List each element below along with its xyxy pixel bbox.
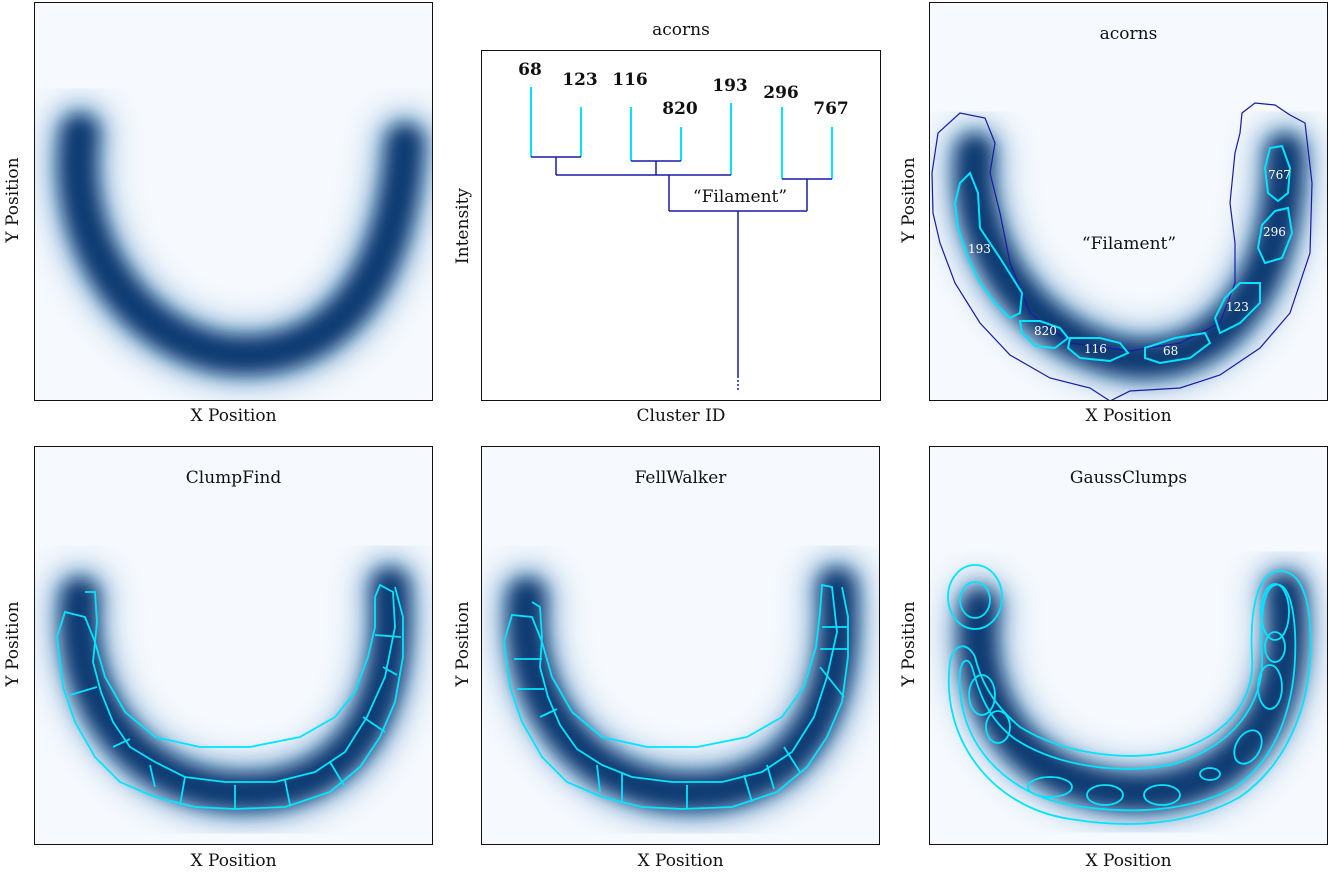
clump-820 xyxy=(1018,320,1070,350)
clumpfind-frame xyxy=(34,446,433,845)
clump-68 xyxy=(1144,331,1212,365)
clump-123 xyxy=(1213,282,1261,335)
acorns-map-title: acorns xyxy=(1099,24,1158,44)
gauss-clump-11 xyxy=(1027,776,1073,798)
acorns-clumps xyxy=(953,144,1294,365)
y-axis-label: Y Position xyxy=(3,157,23,243)
gauss-clump-10 xyxy=(1257,664,1283,710)
dendrogram-branches xyxy=(531,156,832,391)
clump-116 xyxy=(1066,337,1130,363)
leaf-label-116: 116 xyxy=(612,70,648,90)
gauss-mid-contour xyxy=(958,583,1297,812)
leaf-label-767: 767 xyxy=(813,99,849,119)
gauss-clump-8 xyxy=(1199,767,1221,781)
gauss-clump-1-inner xyxy=(959,581,991,619)
acorns-clump-labels: 193 767 296 123 820 116 68 xyxy=(968,168,1291,358)
gaussclumps-ring xyxy=(957,572,1307,813)
density-map-frame xyxy=(34,2,433,401)
dendrogram-plot xyxy=(530,87,833,391)
acorns-map-frame: 193 767 296 123 820 116 68 xyxy=(929,2,1328,401)
gauss-clump-9 xyxy=(1233,729,1263,765)
gaussclumps-frame xyxy=(929,446,1328,845)
fellwalker-plot xyxy=(491,552,873,828)
x-axis-label: X Position xyxy=(190,406,277,426)
gaussclumps-contours xyxy=(947,564,1312,825)
gauss-clump-3 xyxy=(1264,631,1286,663)
leaf-label-820: 820 xyxy=(662,99,698,119)
dendrogram-leaves xyxy=(530,87,833,179)
clump-label-116: 116 xyxy=(1084,342,1107,356)
clump-193 xyxy=(953,171,1024,320)
fellwalker-boundaries xyxy=(503,583,849,810)
clumpfind-outline xyxy=(56,583,404,810)
leaf-label-68: 68 xyxy=(518,60,542,80)
clumpfind-x-label: X Position xyxy=(190,851,277,871)
gaussclumps-plot xyxy=(942,557,1322,828)
clumpfind-plot xyxy=(44,552,426,828)
dendrogram-title: acorns xyxy=(652,20,710,40)
clump-label-123: 123 xyxy=(1226,300,1249,314)
fellwalker-frame xyxy=(481,446,880,845)
clump-label-193: 193 xyxy=(968,242,991,256)
gaussclumps-title: GaussClumps xyxy=(1069,468,1188,488)
clump-label-820: 820 xyxy=(1034,324,1057,338)
clump-label-68: 68 xyxy=(1163,344,1178,358)
clump-767 xyxy=(1263,144,1292,203)
gauss-clump-1 xyxy=(947,564,1003,630)
fellwalker-x-label: X Position xyxy=(637,851,724,871)
dendrogram-frame xyxy=(481,50,881,401)
clumpfind-title: ClumpFind xyxy=(185,468,282,488)
gauss-clump-6 xyxy=(1086,784,1124,806)
clumpfind-y-label: Y Position xyxy=(3,601,23,687)
acorns-map-plot: 193 767 296 123 820 116 68 xyxy=(931,102,1320,400)
leaf-label-296: 296 xyxy=(763,83,799,103)
dendrogram-y-label: Intensity xyxy=(453,187,473,265)
dendrogram-x-label: Cluster ID xyxy=(636,406,726,426)
leaf-label-193: 193 xyxy=(712,76,748,96)
acorns-map-x-label: X Position xyxy=(1085,406,1172,426)
gaussclumps-x-label: X Position xyxy=(1085,851,1172,871)
fellwalker-y-label: Y Position xyxy=(453,601,473,687)
density-ring xyxy=(57,113,425,376)
leaf-label-123: 123 xyxy=(562,70,598,90)
gauss-clump-2 xyxy=(1260,583,1290,641)
clump-296 xyxy=(1256,206,1294,265)
gauss-clump-4 xyxy=(968,674,996,716)
clumpfind-boundaries xyxy=(56,583,404,810)
gauss-clump-7 xyxy=(1143,784,1181,806)
clump-label-767: 767 xyxy=(1268,168,1291,182)
acorns-map-y-label: Y Position xyxy=(899,157,919,243)
gauss-outer-contour xyxy=(947,570,1312,825)
density-ring-plot xyxy=(42,98,432,391)
gauss-clump-5 xyxy=(985,710,1011,744)
acorns-map-filament-label: “Filament” xyxy=(1081,234,1177,254)
dendrogram-filament-label: “Filament” xyxy=(692,187,788,207)
clump-label-296: 296 xyxy=(1263,225,1286,239)
fellwalker-title: FellWalker xyxy=(634,468,727,488)
filament-contour xyxy=(931,102,1313,400)
gaussclumps-y-label: Y Position xyxy=(899,601,919,687)
